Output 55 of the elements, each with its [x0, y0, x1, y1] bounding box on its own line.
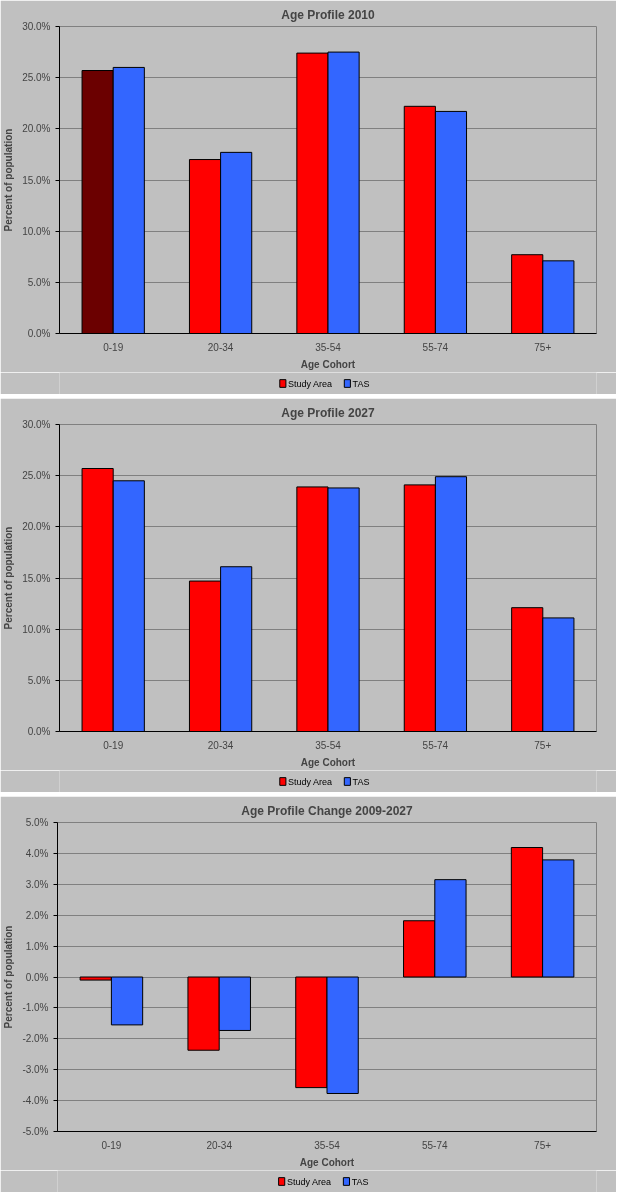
- y-tick-label: 1.0%: [25, 940, 49, 952]
- y-tick-label: 0.0%: [27, 726, 51, 737]
- legend-label: TAS: [352, 378, 370, 389]
- x-tick-label: 55-74: [422, 739, 449, 751]
- y-tick-label: 5.0%: [27, 276, 51, 288]
- x-axis-title: Age Cohort: [299, 1156, 355, 1168]
- y-tick-label: 4.0%: [25, 847, 49, 859]
- y-tick-label: 30.0%: [22, 419, 51, 430]
- y-tick-label: 10.0%: [22, 623, 51, 635]
- chart-title: Age Profile 2027: [281, 405, 376, 420]
- legend-label: TAS: [351, 1176, 369, 1187]
- y-tick-label: 0.0%: [27, 328, 51, 339]
- y-tick-label: 2.0%: [25, 909, 49, 921]
- y-tick-label: 10.0%: [22, 225, 51, 237]
- y-tick-label: -1.0%: [22, 1002, 49, 1014]
- y-tick-label: -4.0%: [22, 1095, 49, 1107]
- x-tick-label: 75+: [534, 1139, 552, 1151]
- x-tick-label: 35-54: [314, 1139, 341, 1151]
- legend-label: Study Area: [286, 1176, 331, 1187]
- y-axis-title: Percent of population: [3, 526, 15, 630]
- chart-title: Age Profile Change 2009-2027: [241, 803, 414, 818]
- x-tick-label: 75+: [534, 739, 552, 751]
- legend-label: TAS: [352, 776, 370, 787]
- x-tick-label: 55-74: [422, 1139, 449, 1151]
- y-axis-title: Percent of population: [3, 925, 15, 1029]
- chart-title: Age Profile 2010: [281, 7, 376, 22]
- y-tick-label: 5.0%: [25, 817, 49, 828]
- y-tick-label: 15.0%: [22, 174, 51, 186]
- y-tick-label: 30.0%: [22, 21, 51, 32]
- x-axis-title: Age Cohort: [300, 756, 356, 768]
- y-tick-label: 15.0%: [22, 572, 51, 584]
- legend-label: Study Area: [288, 378, 333, 389]
- x-tick-label: 35-54: [315, 341, 342, 353]
- y-tick-label: -5.0%: [22, 1126, 49, 1137]
- x-tick-label: 0-19: [103, 341, 124, 353]
- y-axis-title: Percent of population: [3, 128, 15, 232]
- y-tick-label: 25.0%: [22, 470, 51, 482]
- x-tick-label: 0-19: [101, 1139, 122, 1151]
- y-tick-label: -3.0%: [22, 1064, 49, 1076]
- x-tick-label: 20-34: [206, 1139, 233, 1151]
- y-tick-label: 0.0%: [25, 971, 49, 983]
- y-tick-label: 5.0%: [27, 674, 51, 686]
- y-tick-label: 20.0%: [22, 521, 51, 533]
- x-tick-label: 55-74: [422, 341, 449, 353]
- y-tick-label: 20.0%: [22, 123, 51, 135]
- legend-label: Study Area: [288, 776, 333, 787]
- x-tick-label: 20-34: [207, 739, 234, 751]
- x-tick-label: 20-34: [207, 341, 234, 353]
- x-tick-label: 0-19: [103, 739, 124, 751]
- x-tick-label: 35-54: [315, 739, 342, 751]
- x-tick-label: 75+: [534, 341, 552, 353]
- x-axis-title: Age Cohort: [300, 358, 356, 370]
- y-tick-label: 25.0%: [22, 72, 51, 84]
- y-tick-label: 3.0%: [25, 878, 49, 890]
- y-tick-label: -2.0%: [22, 1033, 49, 1045]
